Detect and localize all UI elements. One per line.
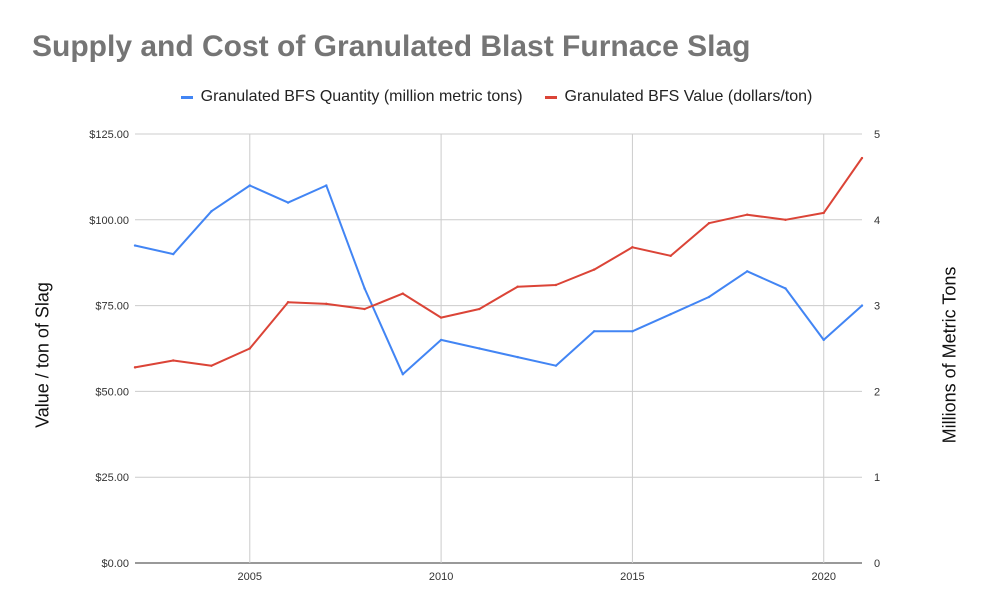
data-point-quantity xyxy=(669,312,672,316)
data-point-value xyxy=(746,213,749,216)
data-point-value xyxy=(860,156,864,160)
data-point-value xyxy=(516,285,519,288)
y-left-tick-label: $100.00 xyxy=(89,215,129,227)
data-point-value xyxy=(325,302,328,306)
data-point-quantity xyxy=(325,184,328,187)
x-tick-label: 2015 xyxy=(620,571,644,583)
y-right-tick-label: 0 xyxy=(874,558,880,570)
legend-item-quantity: Granulated BFS Quantity (million metric … xyxy=(180,88,523,106)
y-left-tick-label: $0.00 xyxy=(101,558,129,570)
data-point-quantity xyxy=(286,201,290,204)
data-point-quantity xyxy=(172,252,175,256)
data-point-value xyxy=(210,364,213,367)
data-point-value xyxy=(439,316,443,319)
data-point-value xyxy=(554,283,558,287)
data-point-quantity xyxy=(516,355,519,359)
data-point-quantity xyxy=(401,373,405,376)
data-point-quantity xyxy=(631,330,634,333)
data-point-quantity xyxy=(248,184,251,187)
data-point-quantity xyxy=(784,287,787,290)
data-point-value xyxy=(133,366,137,369)
y-left-tick-label: $50.00 xyxy=(95,386,129,398)
x-tick-label: 2020 xyxy=(811,571,835,583)
data-point-quantity xyxy=(592,330,596,333)
data-point-value xyxy=(172,359,175,362)
data-point-quantity xyxy=(363,287,366,290)
data-point-value xyxy=(248,347,251,350)
data-point-value xyxy=(478,307,481,311)
data-point-quantity xyxy=(822,338,825,342)
legend-swatch-quantity xyxy=(180,95,193,99)
data-point-quantity xyxy=(554,364,558,367)
y-right-tick-label: 2 xyxy=(874,386,880,398)
data-point-value xyxy=(286,300,290,304)
data-point-quantity xyxy=(210,210,213,213)
series-line-quantity xyxy=(134,184,863,376)
y-right-tick-label: 3 xyxy=(874,301,880,313)
x-tick-label: 2010 xyxy=(429,571,453,583)
data-point-quantity xyxy=(707,295,711,299)
data-point-value xyxy=(669,254,672,258)
data-point-value xyxy=(401,292,405,295)
data-point-value xyxy=(363,307,366,311)
y-right-tick-label: 1 xyxy=(874,472,880,484)
series-line-value xyxy=(134,157,863,369)
legend-label-value: Granulated BFS Value (dollars/ton) xyxy=(564,88,813,105)
data-point-value xyxy=(784,218,787,221)
data-point-quantity xyxy=(478,347,481,350)
y-left-tick-label: $25.00 xyxy=(95,472,129,484)
x-tick-label: 2005 xyxy=(238,571,262,583)
data-point-value xyxy=(631,246,634,249)
y-left-tick-label: $75.00 xyxy=(95,301,129,313)
data-point-quantity xyxy=(439,338,443,342)
legend-swatch-value xyxy=(544,95,557,99)
data-point-value xyxy=(822,211,825,215)
legend-item-value: Granulated BFS Value (dollars/ton) xyxy=(544,88,813,106)
data-point-value xyxy=(707,222,711,225)
y-left-tick-label: $125.00 xyxy=(89,129,129,141)
data-point-quantity xyxy=(860,304,864,307)
legend-label-quantity: Granulated BFS Quantity (million metric … xyxy=(200,88,523,105)
chart-title: Supply and Cost of Granulated Blast Furn… xyxy=(32,30,751,63)
data-point-value xyxy=(592,268,596,271)
y-right-tick-label: 5 xyxy=(874,129,880,141)
data-point-quantity xyxy=(746,270,749,273)
chart-legend: Granulated BFS Quantity (million metric … xyxy=(0,88,993,106)
y-right-tick-label: 4 xyxy=(874,215,880,227)
data-point-quantity xyxy=(133,244,137,247)
